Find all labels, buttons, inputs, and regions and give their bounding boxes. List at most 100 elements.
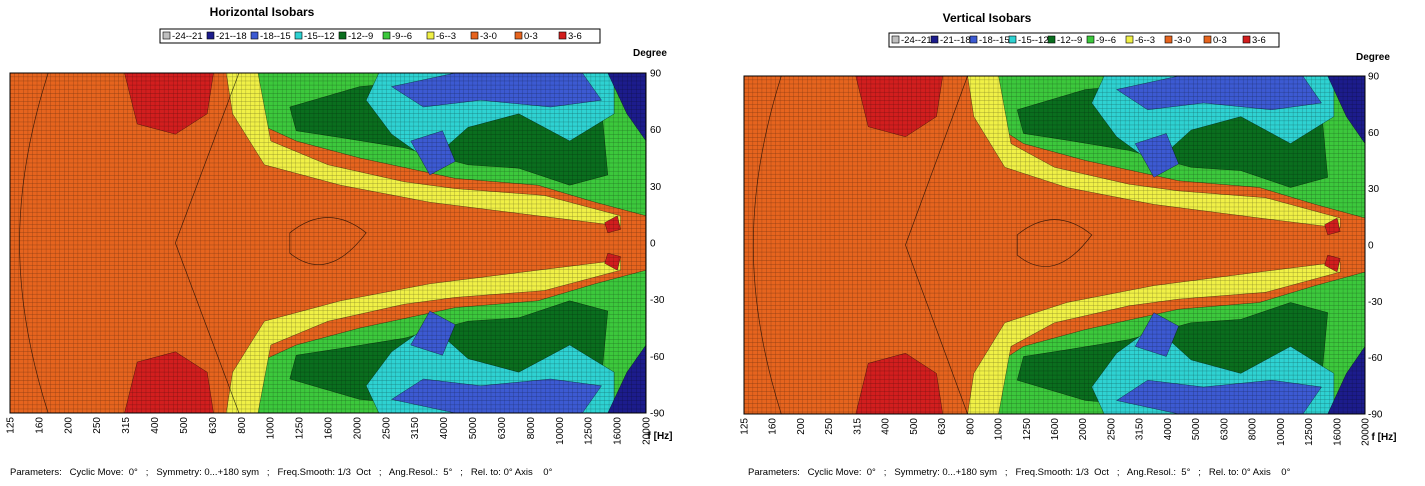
x-tick-label: 1250 bbox=[1022, 418, 1033, 441]
x-tick-label: 16000 bbox=[613, 417, 624, 445]
legend: -24--21 -21--18 -18--15 -15--12 -12--9 -9--6 -… bbox=[159, 28, 601, 44]
x-axis-title: f [Hz] bbox=[1372, 432, 1397, 443]
y-tick-label: 30 bbox=[650, 182, 662, 193]
x-tick-label: 125 bbox=[740, 418, 751, 435]
legend-frame bbox=[888, 32, 1280, 48]
y-axis-title: Degree bbox=[633, 48, 667, 59]
legend-label-6-3: -6--3 bbox=[436, 31, 456, 42]
chart-title: Vertical Isobars bbox=[943, 11, 1032, 25]
y-tick-label: 60 bbox=[650, 125, 662, 136]
y-tick-label: 90 bbox=[1368, 72, 1380, 83]
x-tick-label: 500 bbox=[909, 418, 920, 435]
legend-label-21-18: -21--18 bbox=[216, 31, 247, 42]
y-tick-label: -90 bbox=[1368, 410, 1383, 421]
x-tick-label: 1600 bbox=[1050, 418, 1061, 441]
legend-label-21-18: -21--18 bbox=[940, 35, 971, 46]
x-tick-label: 200 bbox=[63, 417, 74, 434]
x-tick-label: 160 bbox=[768, 418, 779, 435]
x-tick-label: 1600 bbox=[324, 417, 335, 440]
legend-swatch-3-6 bbox=[558, 31, 567, 40]
x-tick-label: 315 bbox=[852, 418, 863, 435]
y-tick-label: -30 bbox=[1368, 297, 1383, 308]
legend-swatch-9-6 bbox=[1086, 35, 1095, 44]
contour-plot bbox=[10, 73, 646, 413]
legend-swatch-24-21 bbox=[891, 35, 900, 44]
x-tick-label: 5000 bbox=[468, 417, 479, 440]
x-tick-label: 250 bbox=[824, 418, 835, 435]
legend-swatch-9-6 bbox=[382, 31, 391, 40]
x-tick-label: 250 bbox=[92, 417, 103, 434]
y-tick-label: -90 bbox=[650, 409, 665, 420]
x-tick-label: 800 bbox=[965, 418, 976, 435]
legend-swatch-3-6 bbox=[1242, 35, 1251, 44]
x-tick-label: 4000 bbox=[1163, 418, 1174, 441]
x-tick-label: 160 bbox=[34, 417, 45, 434]
x-tick-label: 1000 bbox=[994, 418, 1005, 441]
x-tick-label: 1000 bbox=[266, 417, 277, 440]
horizontal-isobars-panel: Horizontal Isobars-24--21 -21--18 -18--15-… bbox=[6, 5, 673, 478]
x-tick-label: 2000 bbox=[352, 417, 363, 440]
legend-label-3-0: -3-0 bbox=[1174, 35, 1191, 46]
legend-swatch-21-18 bbox=[930, 35, 939, 44]
y-axis-title: Degree bbox=[1356, 52, 1390, 63]
x-tick-label: 12500 bbox=[584, 417, 595, 445]
x-tick-label: 10000 bbox=[555, 417, 566, 445]
x-tick-label: 20000 bbox=[1361, 418, 1372, 446]
plot-frame bbox=[9, 72, 647, 414]
legend-swatch-21-18 bbox=[206, 31, 215, 40]
x-axis-title: f [Hz] bbox=[648, 431, 673, 442]
x-tick-label: 1250 bbox=[295, 417, 306, 440]
x-tick-label: 16000 bbox=[1332, 418, 1343, 446]
x-tick-label: 8000 bbox=[526, 417, 537, 440]
x-tick-label: 2500 bbox=[1107, 418, 1118, 441]
legend-label-12-9: -12--9 bbox=[1057, 35, 1082, 46]
legend-swatch-0-3 bbox=[514, 31, 523, 40]
parameters-line: Parameters: Cyclic Move: 0° ; Symmetry: … bbox=[10, 467, 553, 478]
y-tick-label: 60 bbox=[1368, 128, 1380, 139]
legend-label-0-3: 0-3 bbox=[1213, 35, 1227, 46]
legend-swatch-3-0 bbox=[470, 31, 479, 40]
x-tick-label: 20000 bbox=[642, 417, 653, 445]
legend-swatch-18-15 bbox=[250, 31, 259, 40]
plot-grid bbox=[10, 73, 646, 413]
x-tick-label: 8000 bbox=[1248, 418, 1259, 441]
x-tick-label: 10000 bbox=[1276, 418, 1287, 446]
x-tick-label: 200 bbox=[796, 418, 807, 435]
legend-label-6-3: -6--3 bbox=[1135, 35, 1155, 46]
legend-swatch-12-9 bbox=[338, 31, 347, 40]
legend-label-9-6: -9--6 bbox=[392, 31, 412, 42]
legend-label-24-21: -24--21 bbox=[901, 35, 932, 46]
y-tick-label: -30 bbox=[650, 295, 665, 306]
y-tick-label: 90 bbox=[650, 69, 662, 80]
legend-swatch-15-12 bbox=[294, 31, 303, 40]
legend-label-15-12: -15--12 bbox=[1018, 35, 1049, 46]
legend-label-12-9: -12--9 bbox=[348, 31, 373, 42]
legend-swatch-24-21 bbox=[162, 31, 171, 40]
x-tick-label: 630 bbox=[937, 418, 948, 435]
x-tick-label: 12500 bbox=[1304, 418, 1315, 446]
x-tick-label: 630 bbox=[208, 417, 219, 434]
legend-swatch-15-12 bbox=[1008, 35, 1017, 44]
y-tick-label: -60 bbox=[1368, 353, 1383, 364]
x-tick-label: 2500 bbox=[381, 417, 392, 440]
legend-label-0-3: 0-3 bbox=[524, 31, 538, 42]
chart-title: Horizontal Isobars bbox=[210, 5, 315, 19]
legend-label-18-15: -18--15 bbox=[260, 31, 291, 42]
x-tick-label: 5000 bbox=[1191, 418, 1202, 441]
legend-frame bbox=[159, 28, 601, 44]
legend-swatch-12-9 bbox=[1047, 35, 1056, 44]
plot-frame bbox=[743, 75, 1366, 415]
vertical-isobars-panel: Vertical Isobars -24--21 -21--18 -18--15 -15… bbox=[740, 11, 1397, 478]
y-tick-label: 0 bbox=[1368, 241, 1374, 252]
legend-label-18-15: -18--15 bbox=[979, 35, 1010, 46]
legend-label-3-6: 3-6 bbox=[568, 31, 582, 42]
x-tick-label: 800 bbox=[237, 417, 248, 434]
x-tick-label: 125 bbox=[6, 417, 17, 434]
x-tick-label: 400 bbox=[150, 417, 161, 434]
x-tick-label: 6300 bbox=[497, 417, 508, 440]
legend: -24--21 -21--18 -18--15 -15--12 -12--9 -9--6 -… bbox=[888, 32, 1280, 48]
x-tick-label: 500 bbox=[179, 417, 190, 434]
x-tick-label: 3150 bbox=[1135, 418, 1146, 441]
legend-label-3-0: -3-0 bbox=[480, 31, 497, 42]
